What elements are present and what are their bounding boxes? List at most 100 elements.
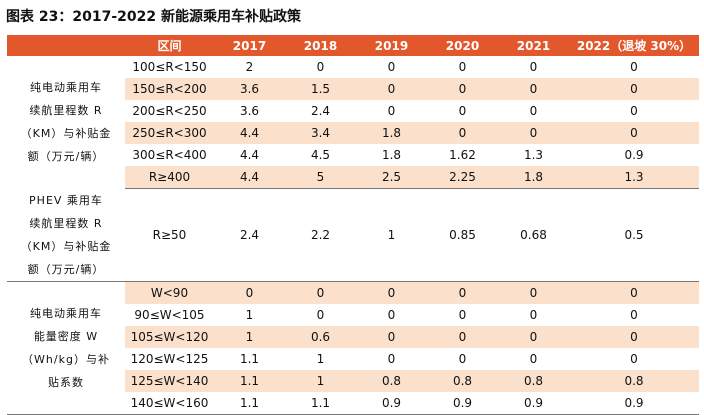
value-cell: 2 <box>245 60 254 74</box>
range-cell: 105≤W<120 <box>125 326 214 348</box>
category-line: 额（万元/辆） <box>27 150 105 164</box>
range-cell: 300≤R<400 <box>132 148 207 162</box>
table-row: PHEV 乘用车 续航里程数 R （KM）与补贴金 额（万元/辆） R≥50 2.4 2.2… <box>7 188 699 282</box>
category-line: 续航里程数 R <box>29 104 103 118</box>
value-cell: 1.1 <box>214 392 285 415</box>
range-cell: 250≤R<300 <box>125 122 214 144</box>
value-cell: 3.6 <box>239 104 260 118</box>
table-row: 300≤R<400 4.4 4.5 1.8 1.62 1.3 0.9 <box>7 144 699 166</box>
category-line: 纯电动乘用车 <box>30 307 102 320</box>
value-cell: 1.1 <box>285 392 356 415</box>
value-cell: 0 <box>498 78 569 100</box>
category-cell: 纯电动乘用车 续航里程数 R （KM）与补贴金 额（万元/辆） <box>7 56 125 189</box>
table-row: 纯电动乘用车 能量密度 W （Wh/kg）与补 贴系数 W<90 0 0 0 0 0 0 <box>7 281 699 415</box>
value-cell: 0.9 <box>498 392 569 415</box>
category-line: 贴系数 <box>48 376 84 389</box>
value-cell: 1 <box>285 370 356 392</box>
value-cell: 4.4 <box>214 166 285 189</box>
table-row: 90≤W<105 1 0 0 0 0 0 <box>7 304 699 326</box>
value-cell: 0 <box>387 352 396 366</box>
value-cell: 5 <box>285 166 356 189</box>
value-cell: 0 <box>529 60 538 74</box>
value-cell: 0.6 <box>285 326 356 348</box>
range-cell: 90≤W<105 <box>134 308 205 322</box>
value-cell: 2.4 <box>310 104 331 118</box>
value-cell: 0 <box>356 281 427 304</box>
value-cell: 0.9 <box>356 392 427 415</box>
range-cell: 140≤W<160 <box>125 392 214 415</box>
value-cell: 4.4 <box>239 148 260 162</box>
value-cell: 0 <box>569 122 699 144</box>
value-cell: 0 <box>630 60 638 74</box>
value-cell: 0.8 <box>569 370 699 392</box>
category-line: （Wh/kg）与补 <box>22 353 110 366</box>
category-line: 纯电动乘用车 <box>30 81 102 95</box>
value-cell: 0 <box>427 281 498 304</box>
range-cell: 100≤R<150 <box>132 60 207 74</box>
value-cell: 0 <box>427 326 498 348</box>
value-cell: 3.4 <box>285 122 356 144</box>
category-line: 额（万元/辆） <box>27 262 105 276</box>
value-cell: 0 <box>498 281 569 304</box>
table-header-row: 区间 2017 2018 2019 2020 2021 2022（退坡 30%） <box>7 35 699 56</box>
value-cell: 0 <box>316 60 325 74</box>
value-cell: 1.1 <box>214 370 285 392</box>
table-row: 200≤R<250 3.6 2.4 0 0 0 0 <box>7 100 699 122</box>
table-row: 120≤W<125 1.1 1 0 0 0 0 <box>7 348 699 370</box>
value-cell: 0 <box>387 60 396 74</box>
range-cell: R≥50 <box>125 188 214 282</box>
category-line: 能量密度 W <box>33 330 99 343</box>
value-cell: 0 <box>569 281 699 304</box>
header-cell-2022: 2022（退坡 30%） <box>569 35 699 56</box>
table-row: 150≤R<200 3.6 1.5 0 0 0 0 <box>7 78 699 100</box>
range-cell: W<90 <box>125 281 214 304</box>
value-cell: 0 <box>630 308 638 322</box>
range-cell: 125≤W<140 <box>125 370 214 392</box>
value-cell: 0.8 <box>427 370 498 392</box>
value-cell: 0 <box>285 281 356 304</box>
category-line: （KM）与补贴金 <box>20 127 112 141</box>
subsidy-policy-table: 区间 2017 2018 2019 2020 2021 2022（退坡 30%）… <box>7 35 699 415</box>
value-cell: 0 <box>387 104 396 118</box>
range-cell: R≥400 <box>125 166 214 189</box>
value-cell: 0.5 <box>569 188 699 282</box>
value-cell: 0.9 <box>427 392 498 415</box>
value-cell: 1.8 <box>356 122 427 144</box>
table-row: 105≤W<120 1 0.6 0 0 0 0 <box>7 326 699 348</box>
value-cell: 0 <box>458 308 467 322</box>
category-line: 续航里程数 R <box>29 216 103 230</box>
value-cell: 0 <box>458 60 467 74</box>
value-cell: 0 <box>569 326 699 348</box>
value-cell: 0 <box>427 78 498 100</box>
category-cell: 纯电动乘用车 能量密度 W （Wh/kg）与补 贴系数 <box>7 281 125 415</box>
value-cell: 0 <box>356 78 427 100</box>
header-cell-2020: 2020 <box>427 35 498 56</box>
header-cell-2017: 2017 <box>214 35 285 56</box>
value-cell: 1.8 <box>381 148 402 162</box>
value-cell: 2.5 <box>356 166 427 189</box>
value-cell: 1.3 <box>569 166 699 189</box>
table-row: 250≤R<300 4.4 3.4 1.8 0 0 0 <box>7 122 699 144</box>
value-cell: 0.8 <box>498 370 569 392</box>
value-cell: 1.62 <box>449 148 476 162</box>
value-cell: 1 <box>356 188 427 282</box>
category-line: （KM）与补贴金 <box>20 239 112 253</box>
value-cell: 0 <box>214 281 285 304</box>
value-cell: 0.8 <box>356 370 427 392</box>
header-cell-2021: 2021 <box>498 35 569 56</box>
value-cell: 0.68 <box>498 188 569 282</box>
value-cell: 0 <box>427 122 498 144</box>
table-body: 纯电动乘用车 续航里程数 R （KM）与补贴金 额（万元/辆） 100≤R<150 2 0 0… <box>7 56 699 415</box>
table-row: R≥400 4.4 5 2.5 2.25 1.8 1.3 <box>7 166 699 189</box>
category-line: PHEV 乘用车 <box>29 193 103 207</box>
value-cell: 1 <box>316 352 325 366</box>
value-cell: 3.6 <box>214 78 285 100</box>
value-cell: 1.3 <box>523 148 544 162</box>
value-cell: 0 <box>529 104 538 118</box>
table-row: 纯电动乘用车 续航里程数 R （KM）与补贴金 额（万元/辆） 100≤R<150 2 0 0… <box>7 56 699 189</box>
value-cell: 4.5 <box>310 148 331 162</box>
value-cell: 0.9 <box>569 392 699 415</box>
value-cell: 1.5 <box>285 78 356 100</box>
value-cell: 0 <box>316 308 325 322</box>
range-cell: 150≤R<200 <box>125 78 214 100</box>
